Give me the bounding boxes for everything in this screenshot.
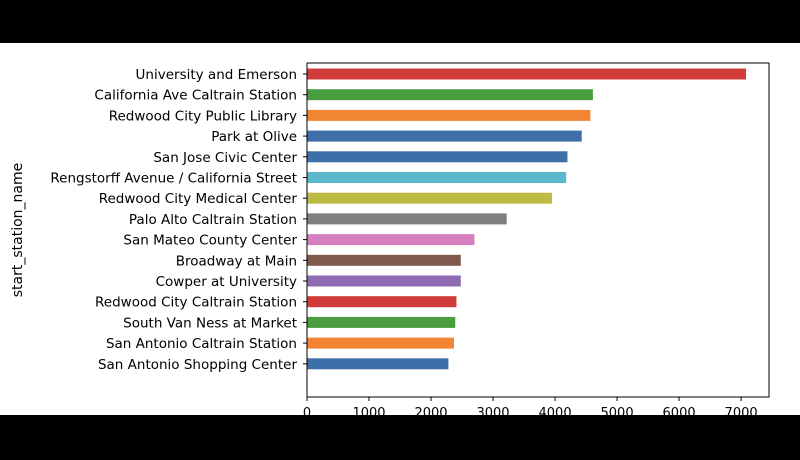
x-tick-label: 3000 xyxy=(476,406,509,415)
bar xyxy=(307,172,567,183)
bar xyxy=(307,296,457,308)
category-label: Park at Olive xyxy=(211,129,297,145)
category-label: South Van Ness at Market xyxy=(123,315,297,331)
category-label: Redwood City Caltrain Station xyxy=(95,295,297,311)
category-label: San Antonio Caltrain Station xyxy=(106,336,297,352)
x-tick-label: 2000 xyxy=(414,406,447,415)
category-label: Redwood City Medical Center xyxy=(99,191,298,207)
y-ticks xyxy=(303,73,307,365)
bar xyxy=(307,275,461,287)
x-tick-label: 4000 xyxy=(539,406,572,415)
bar xyxy=(307,358,449,370)
category-label: University and Emerson xyxy=(136,67,297,83)
bar xyxy=(307,234,475,246)
x-tick-label: 0 xyxy=(303,406,311,415)
category-label: Palo Alto Caltrain Station xyxy=(129,212,297,228)
bars-group xyxy=(307,68,747,370)
bar xyxy=(307,254,461,266)
x-axis-ticks: 0 1000 2000 3000 4000 5000 6000 7000 xyxy=(303,397,758,415)
category-label: San Mateo County Center xyxy=(123,233,297,249)
bar xyxy=(307,130,582,142)
category-label: Cowper at University xyxy=(156,274,297,290)
bar xyxy=(307,213,507,225)
x-tick-label: 6000 xyxy=(663,406,696,415)
x-tick-label: 1000 xyxy=(352,406,385,415)
category-label: Rengstorff Avenue / California Street xyxy=(50,171,297,187)
bar xyxy=(307,316,456,328)
category-labels: University and Emerson California Ave Cal… xyxy=(50,67,297,373)
bar xyxy=(307,192,552,204)
bar xyxy=(307,109,591,121)
x-tick-label: 5000 xyxy=(601,406,634,415)
y-axis-label: start_station_name xyxy=(10,163,26,298)
category-label: California Ave Caltrain Station xyxy=(94,88,297,104)
x-tick-label: 7000 xyxy=(725,406,758,415)
category-label: San Antonio Shopping Center xyxy=(98,357,297,373)
category-label: Broadway at Main xyxy=(176,253,297,269)
bar xyxy=(307,337,454,349)
category-label: Redwood City Public Library xyxy=(109,108,297,124)
bar xyxy=(307,68,747,80)
plot-frame xyxy=(306,62,770,398)
bar-chart: University and Emerson California Ave Cal… xyxy=(10,62,770,415)
category-label: San Jose Civic Center xyxy=(153,150,297,166)
bar xyxy=(307,151,568,163)
chart-area: University and Emerson California Ave Cal… xyxy=(0,43,800,415)
bar xyxy=(307,89,593,101)
